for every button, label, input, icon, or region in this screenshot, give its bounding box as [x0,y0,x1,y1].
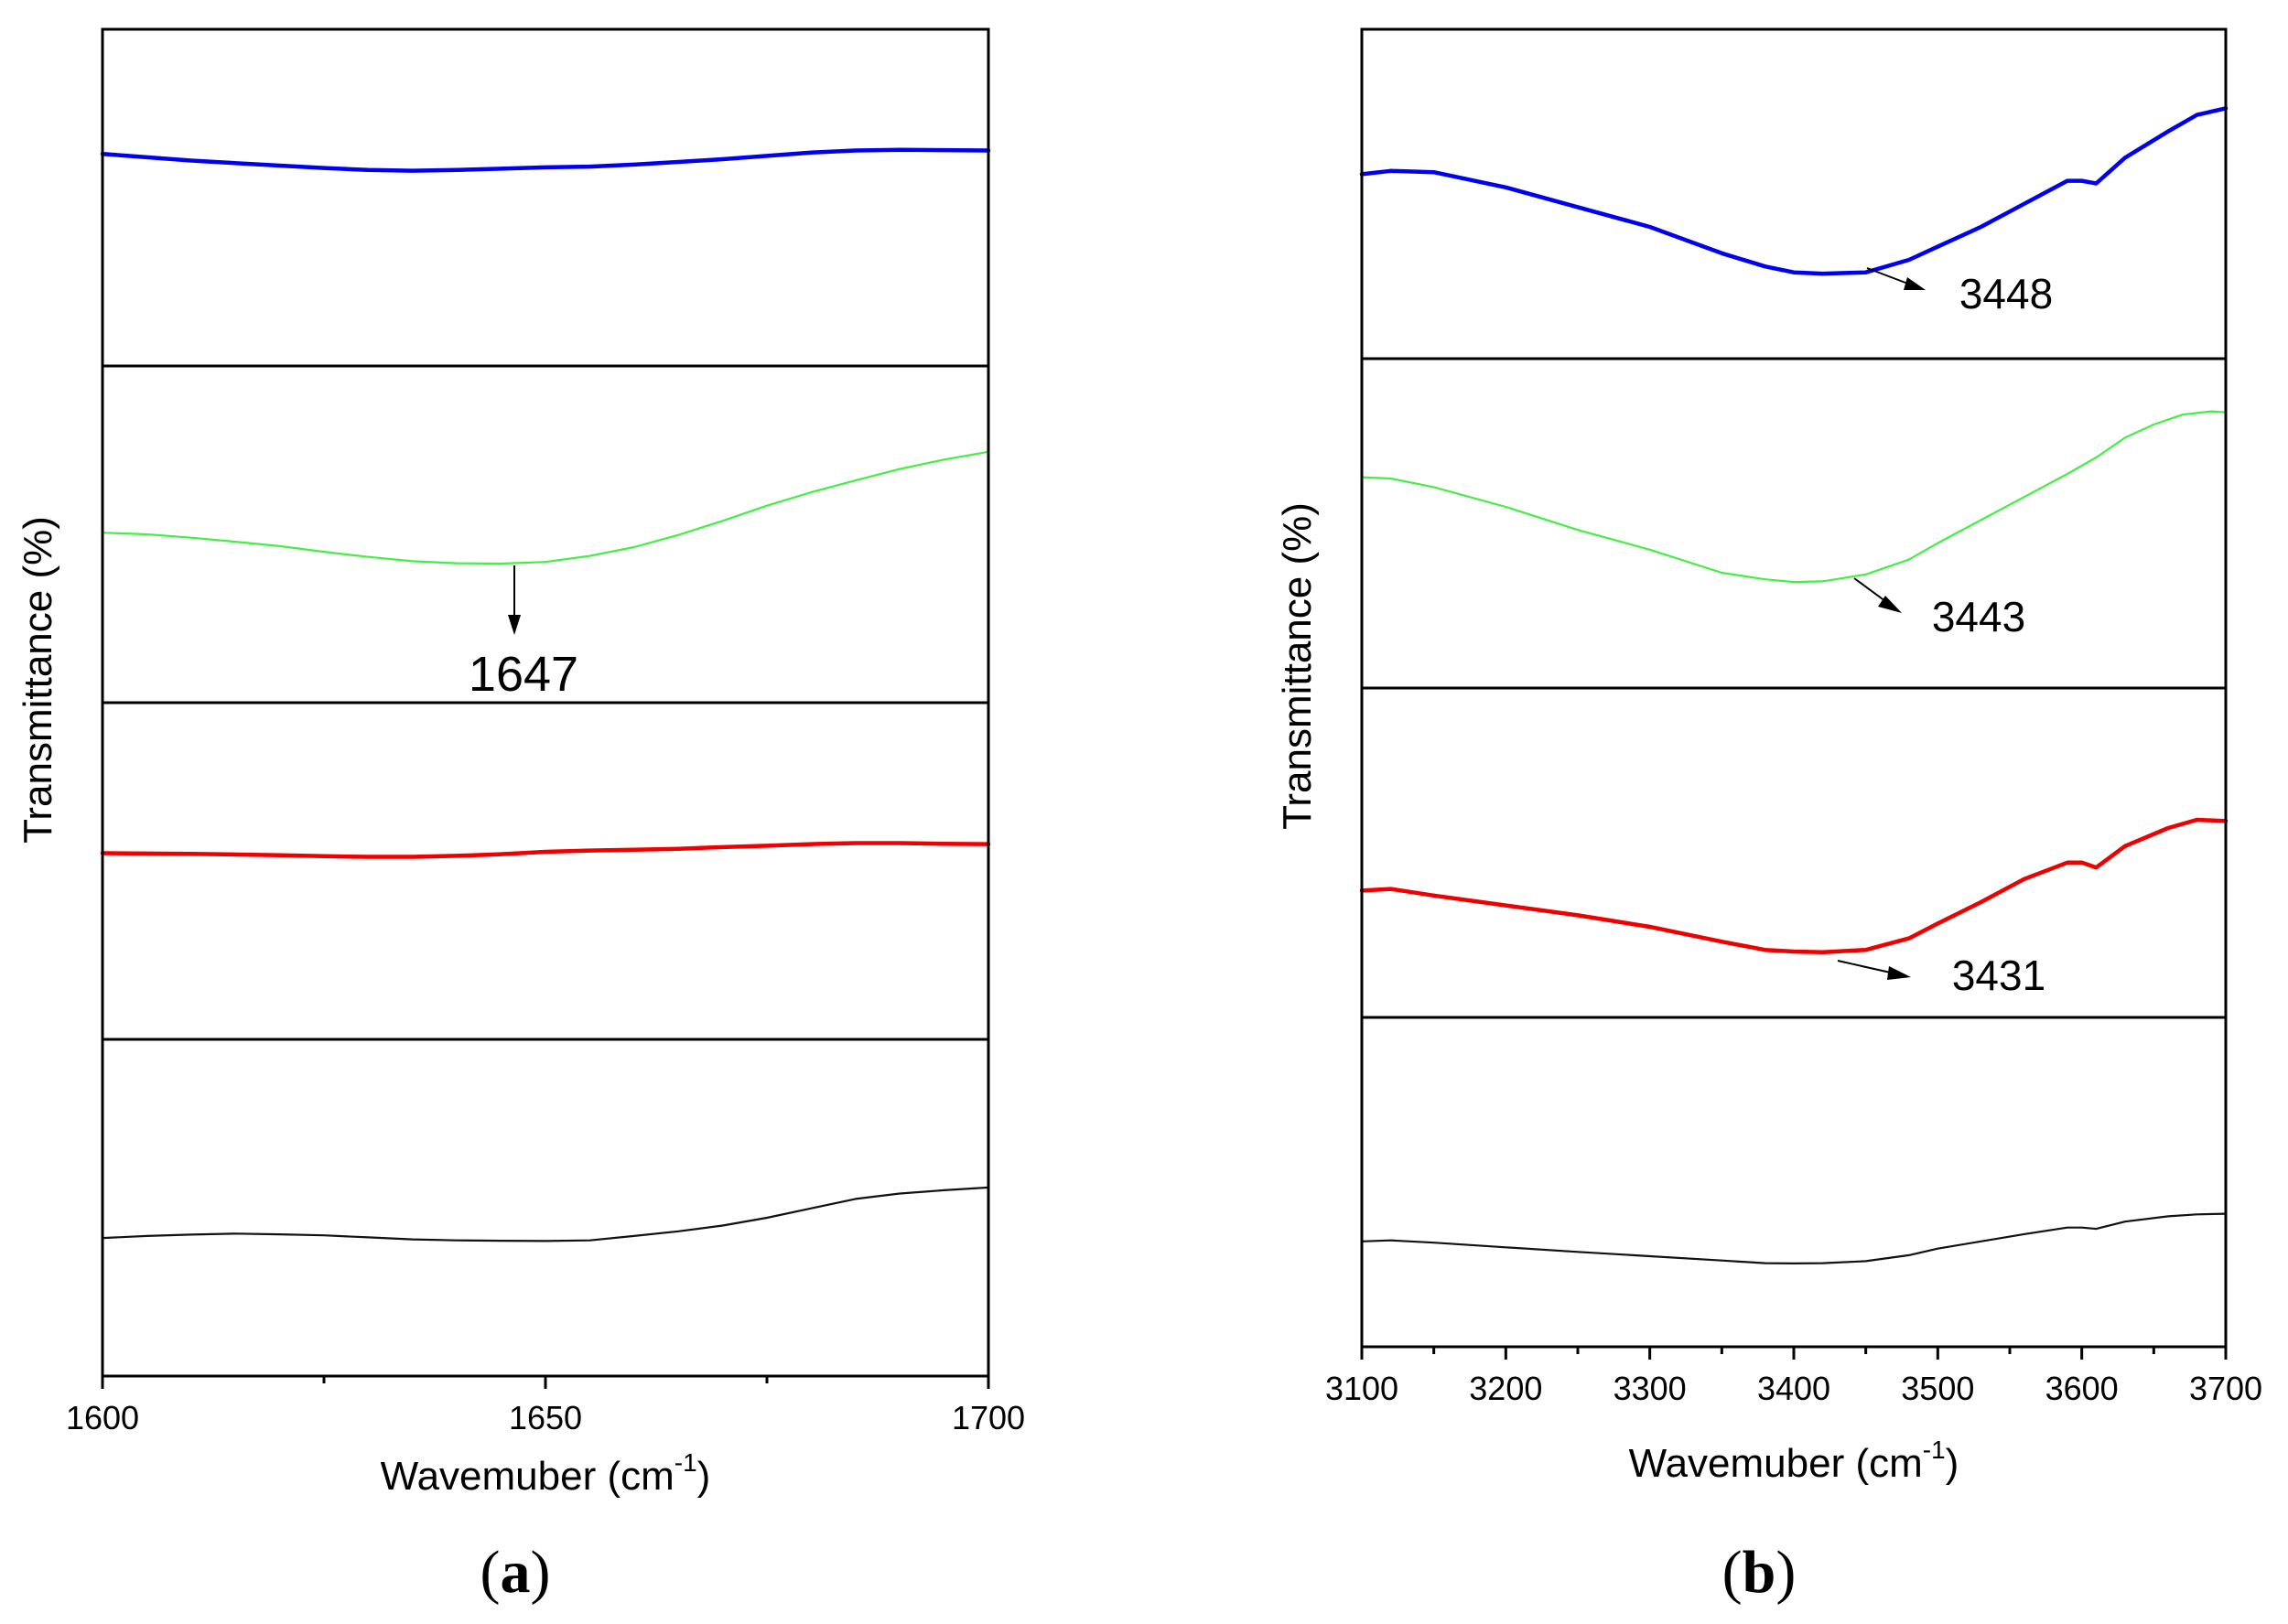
panel-a-series-black [101,1186,990,1242]
annotation-arrow-3448 [1866,267,1914,286]
panel-a-x-ticks: 1600 1650 1700 [66,1376,1025,1436]
panel-a-y-axis-label: Transmittance (%) [16,516,60,844]
panel-b-tick-label-3400: 3400 [1757,1370,1830,1407]
annotation-label-3431: 3431 [1952,952,2045,999]
panel-b-label: (b) [1722,1539,1797,1606]
panel-a-series-blue [100,147,991,173]
panel-b-annotations: 3448 3443 3431 [1837,267,2053,999]
panel-a-chart: 1600 1650 1700 1647 Transmittance (%) Wave… [16,27,1025,1606]
panel-b-series-black [1360,1212,2228,1264]
annotation-arrowhead-3431 [1887,966,1911,980]
panel-b-tick-label-3300: 3300 [1613,1370,1687,1407]
panel-b-series-blue [1359,106,2229,276]
panel-a-annotations: 1647 [469,565,578,702]
annotation-arrowhead-3443 [1878,596,1902,613]
annotation-label-1647: 1647 [469,647,578,702]
panel-b-tick-label-3700: 3700 [2189,1370,2262,1407]
panel-b-tick-label-3200: 3200 [1469,1370,1542,1407]
panel-a-label: (a) [480,1539,551,1606]
panel-b-x-ticks: 3100 3200 3300 3400 3500 3600 3700 [1325,1347,2262,1407]
annotation-label-3448: 3448 [1959,270,2053,317]
panel-b-tick-label-3600: 3600 [2045,1370,2119,1407]
panel-a-series-green [101,450,990,565]
annotation-arrowhead-3448 [1904,277,1926,290]
panel-b-tick-label-3100: 3100 [1325,1370,1398,1407]
panel-b-y-axis-label: Transmittance (%) [1275,502,1320,830]
panel-b-chart: 3100 3200 3300 3400 3500 3600 3700 3448 3443 3… [1275,27,2262,1606]
annotation-arrow-3431 [1837,960,1895,974]
annotation-label-3443: 3443 [1932,593,2025,640]
panel-b-series-red [1359,817,2229,954]
panel-a-tick-label-1600: 1600 [66,1399,139,1436]
panel-a-tick-label-1650: 1650 [509,1399,582,1436]
panel-b-tick-label-3500: 3500 [1901,1370,1974,1407]
panel-a-x-axis-label: Wavemuber (cm-1) [381,1448,711,1499]
panel-a-series-group [100,147,991,1242]
panel-a-tick-label-1700: 1700 [952,1399,1025,1436]
panel-b-series-group [1359,106,2229,1264]
panel-b-x-axis-label: Wavemuber (cm-1) [1629,1436,1959,1486]
panel-b-series-green [1360,410,2228,584]
annotation-arrowhead-1647 [508,615,521,635]
panel-a-series-red [100,841,991,859]
